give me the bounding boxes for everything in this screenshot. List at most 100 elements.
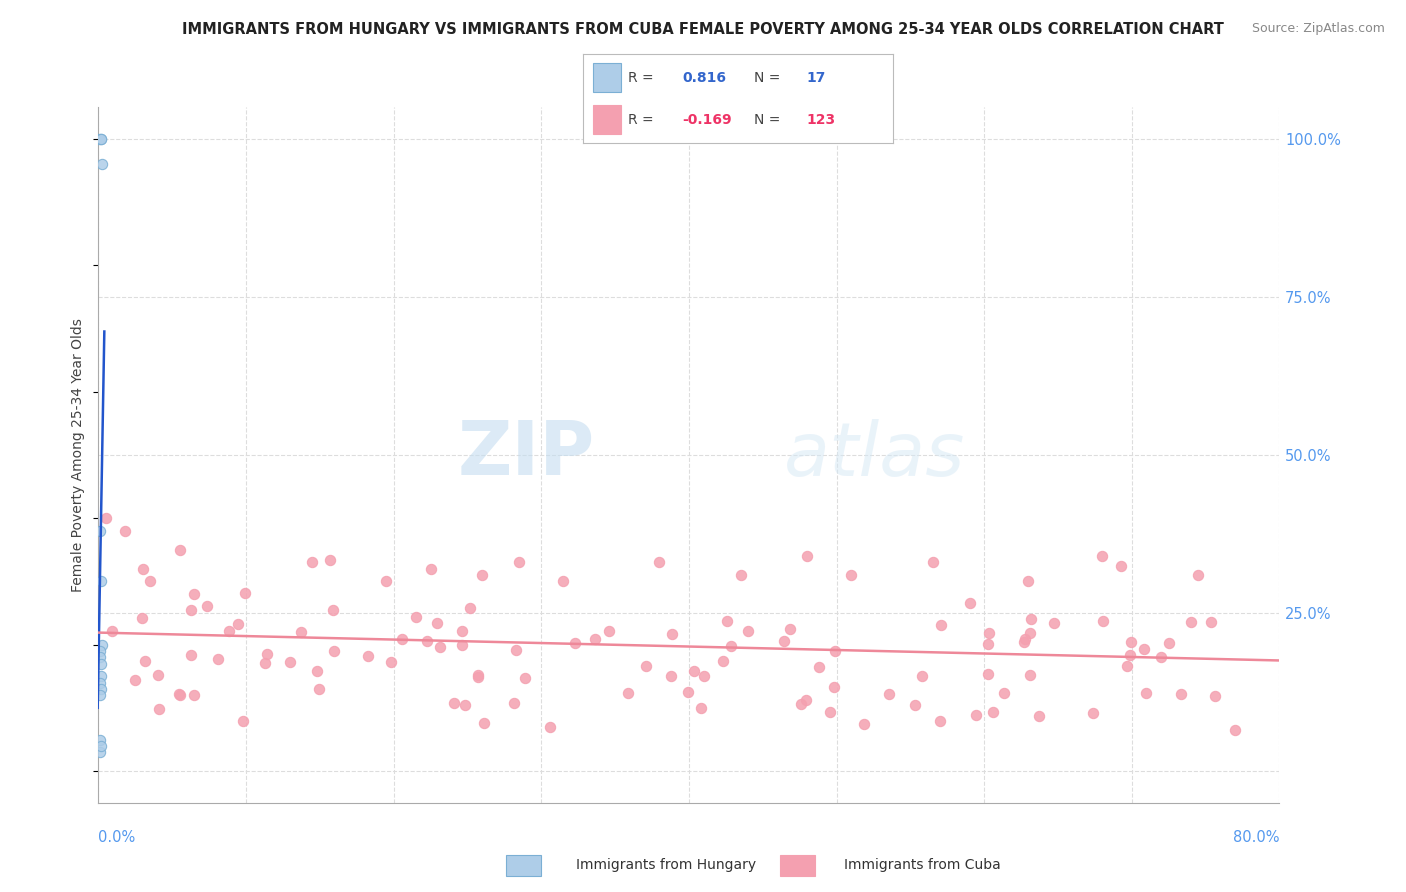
Point [720, 639, 742, 653]
Point [794, 692, 817, 706]
Point [1091, 614, 1114, 628]
Point [689, 701, 711, 715]
Point [90, 131, 112, 145]
Point [218, 624, 240, 638]
Point [89, 650, 111, 665]
Point [132, 562, 155, 576]
Point [820, 706, 842, 720]
Point [89, 524, 111, 538]
Point [1017, 574, 1039, 589]
Point [1019, 625, 1042, 640]
Point [467, 670, 489, 684]
Point [235, 586, 257, 600]
Point [929, 618, 952, 632]
Point [1223, 723, 1246, 737]
Point [146, 668, 169, 682]
Point [730, 568, 752, 582]
Point [90, 638, 112, 652]
Point [180, 603, 202, 617]
Point [429, 640, 451, 654]
Point [676, 684, 699, 698]
Text: 0.816: 0.816 [682, 70, 727, 85]
Text: atlas: atlas [783, 419, 965, 491]
Text: N =: N = [754, 70, 780, 85]
Point [852, 717, 875, 731]
Point [583, 632, 606, 646]
Point [841, 568, 863, 582]
Text: Source: ZipAtlas.com: Source: ZipAtlas.com [1251, 22, 1385, 36]
FancyBboxPatch shape [593, 63, 620, 92]
Point [290, 625, 312, 640]
Point [503, 696, 526, 710]
Point [90, 681, 112, 696]
Y-axis label: Female Poverty Among 25-34 Year Olds: Female Poverty Among 25-34 Year Olds [72, 318, 86, 592]
Point [796, 549, 818, 563]
Text: ZIP: ZIP [457, 418, 595, 491]
Point [911, 669, 934, 683]
Point [139, 574, 162, 589]
Text: Immigrants from Hungary: Immigrants from Hungary [576, 858, 756, 872]
Point [823, 680, 845, 694]
Point [659, 669, 682, 683]
Point [254, 656, 277, 670]
Point [419, 562, 441, 576]
Point [779, 623, 801, 637]
Point [1019, 612, 1042, 626]
Point [180, 648, 202, 662]
Point [1012, 634, 1035, 648]
Point [90, 657, 112, 671]
Text: -0.169: -0.169 [682, 112, 733, 127]
Point [91, 157, 114, 171]
Point [1018, 668, 1040, 682]
Point [169, 542, 191, 557]
Point [94, 511, 117, 525]
Point [323, 643, 346, 657]
Text: Immigrants from Cuba: Immigrants from Cuba [844, 858, 1000, 872]
Point [90, 574, 112, 589]
Point [134, 654, 156, 668]
Text: R =: R = [628, 112, 654, 127]
Point [89, 644, 111, 658]
Point [89, 688, 111, 702]
Point [90, 739, 112, 753]
Point [1028, 709, 1050, 723]
Point [1043, 616, 1066, 631]
Point [380, 655, 402, 669]
Point [101, 624, 124, 638]
Point [981, 705, 1004, 719]
Point [1133, 642, 1156, 657]
Point [1118, 648, 1140, 663]
Point [375, 574, 398, 589]
Point [1083, 706, 1105, 721]
Point [451, 638, 474, 652]
Point [977, 667, 1000, 681]
Point [959, 596, 981, 610]
Point [921, 556, 943, 570]
Point [1187, 568, 1209, 582]
Point [114, 524, 136, 538]
Point [301, 556, 323, 570]
Point [661, 627, 683, 641]
Point [903, 698, 925, 713]
Point [228, 617, 250, 632]
Point [993, 686, 1015, 700]
FancyBboxPatch shape [593, 105, 620, 134]
Point [89, 131, 111, 145]
Text: IMMIGRANTS FROM HUNGARY VS IMMIGRANTS FROM CUBA FEMALE POVERTY AMONG 25-34 YEAR : IMMIGRANTS FROM HUNGARY VS IMMIGRANTS FR… [181, 22, 1225, 37]
Point [928, 714, 950, 729]
Point [716, 614, 738, 628]
Point [450, 624, 472, 638]
Point [89, 732, 111, 747]
Point [1180, 615, 1202, 630]
Point [1091, 549, 1114, 563]
Point [148, 702, 170, 716]
Point [467, 668, 489, 682]
Point [564, 636, 586, 650]
Point [131, 611, 153, 625]
Point [322, 603, 344, 617]
Point [636, 659, 658, 673]
Text: 0.0%: 0.0% [98, 830, 135, 845]
Point [307, 664, 329, 678]
Point [454, 698, 477, 712]
Point [790, 698, 813, 712]
